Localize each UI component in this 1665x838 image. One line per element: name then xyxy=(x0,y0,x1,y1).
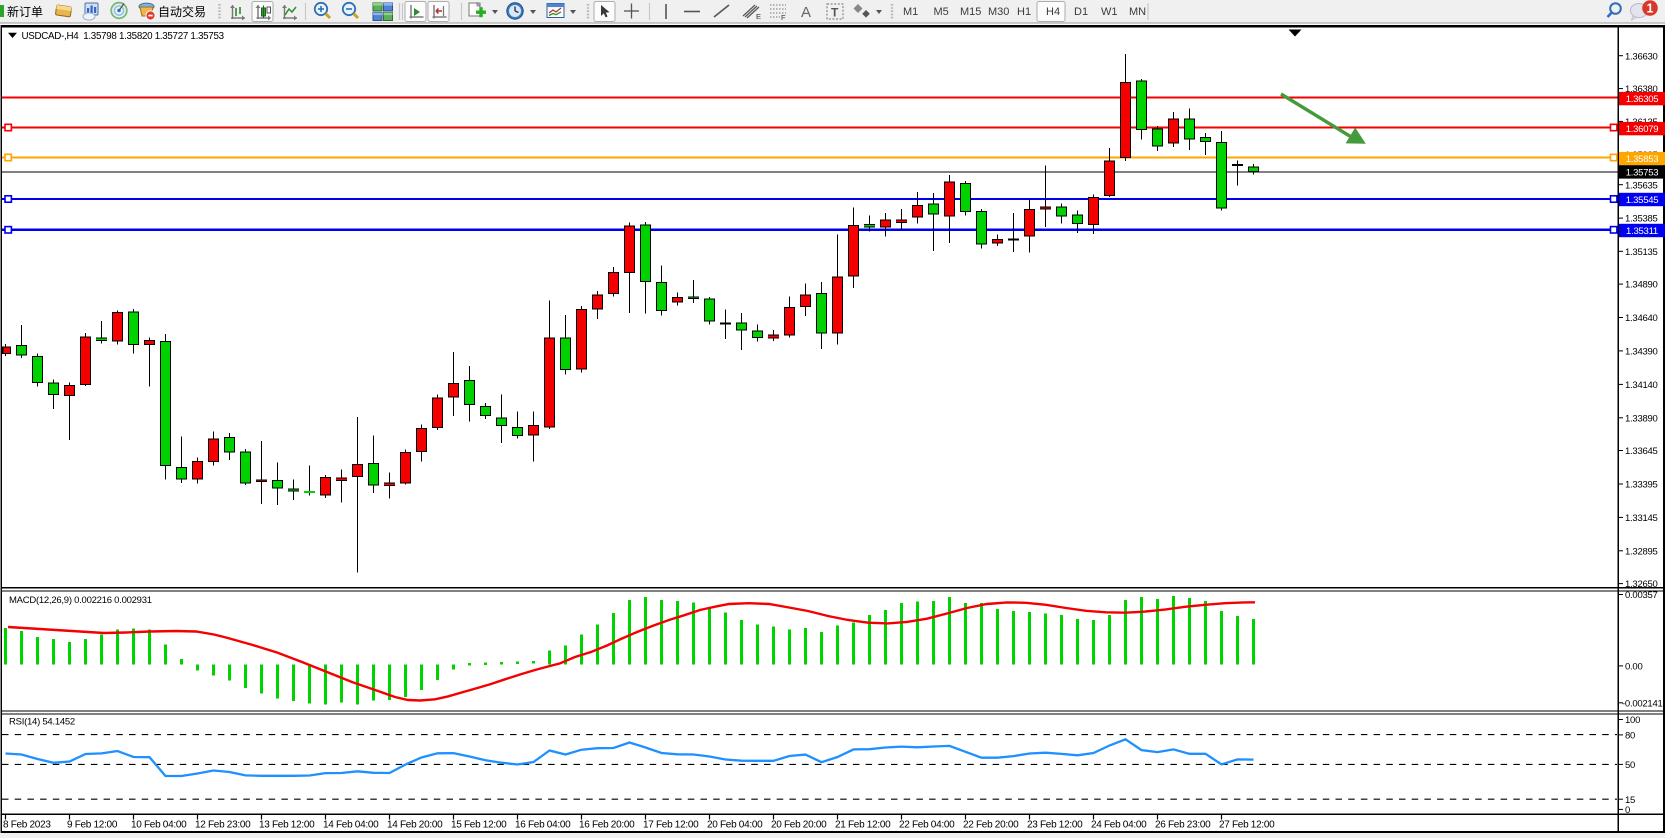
svg-text:1.36630: 1.36630 xyxy=(1625,51,1658,62)
svg-text:1.34640: 1.34640 xyxy=(1625,313,1658,324)
svg-text:1.32650: 1.32650 xyxy=(1625,579,1658,590)
svg-text:1.35311: 1.35311 xyxy=(1626,226,1658,237)
svg-text:M15: M15 xyxy=(960,6,981,18)
svg-text:0.00357: 0.00357 xyxy=(1625,590,1658,601)
svg-text:RSI(14) 54.1452: RSI(14) 54.1452 xyxy=(9,717,75,728)
svg-text:H4: H4 xyxy=(1046,6,1060,18)
svg-text:F: F xyxy=(781,13,786,22)
svg-text:A: A xyxy=(801,4,811,21)
svg-text:1: 1 xyxy=(1647,2,1654,16)
svg-text:M1: M1 xyxy=(903,6,918,18)
svg-text:M30: M30 xyxy=(988,6,1009,18)
svg-text:16 Feb 04:00: 16 Feb 04:00 xyxy=(515,820,571,831)
svg-text:20 Feb 20:00: 20 Feb 20:00 xyxy=(771,820,827,831)
svg-text:24 Feb 04:00: 24 Feb 04:00 xyxy=(1091,820,1147,831)
svg-text:14 Feb 20:00: 14 Feb 20:00 xyxy=(387,820,443,831)
svg-text:15: 15 xyxy=(1625,795,1635,806)
svg-text:20 Feb 04:00: 20 Feb 04:00 xyxy=(707,820,763,831)
svg-text:1.35135: 1.35135 xyxy=(1625,247,1658,258)
svg-text:0.00: 0.00 xyxy=(1625,662,1643,673)
svg-text:1.35545: 1.35545 xyxy=(1626,195,1659,206)
svg-text:16 Feb 20:00: 16 Feb 20:00 xyxy=(579,820,635,831)
svg-text:M5: M5 xyxy=(934,6,949,18)
svg-text:0: 0 xyxy=(1625,805,1630,816)
svg-text:12 Feb 23:00: 12 Feb 23:00 xyxy=(195,820,251,831)
svg-text:50: 50 xyxy=(1625,760,1635,771)
svg-text:15 Feb 12:00: 15 Feb 12:00 xyxy=(451,820,507,831)
svg-text:9 Feb 12:00: 9 Feb 12:00 xyxy=(67,820,118,831)
svg-text:1.33645: 1.33645 xyxy=(1625,446,1658,457)
svg-text:1.35753: 1.35753 xyxy=(1626,168,1659,179)
svg-text:26 Feb 23:00: 26 Feb 23:00 xyxy=(1155,820,1211,831)
svg-text:1.34140: 1.34140 xyxy=(1625,380,1658,391)
svg-text:1.33890: 1.33890 xyxy=(1625,413,1658,424)
svg-text:14 Feb 04:00: 14 Feb 04:00 xyxy=(323,820,379,831)
svg-text:1.35635: 1.35635 xyxy=(1625,180,1658,191)
svg-text:1.35385: 1.35385 xyxy=(1625,214,1658,225)
svg-text:1.33145: 1.33145 xyxy=(1625,513,1658,524)
svg-text:1.34890: 1.34890 xyxy=(1625,280,1658,291)
svg-text:USDCAD-,H4 1.35798 1.35820 1.: USDCAD-,H4 1.35798 1.35820 1.35727 1.357… xyxy=(22,31,225,42)
svg-text:21 Feb 12:00: 21 Feb 12:00 xyxy=(835,820,891,831)
svg-text:22 Feb 04:00: 22 Feb 04:00 xyxy=(899,820,955,831)
svg-text:100: 100 xyxy=(1625,715,1640,726)
svg-text:80: 80 xyxy=(1625,731,1635,742)
svg-text:1.34390: 1.34390 xyxy=(1625,347,1658,358)
svg-text:22 Feb 20:00: 22 Feb 20:00 xyxy=(963,820,1019,831)
svg-text:W1: W1 xyxy=(1101,6,1118,18)
svg-text:8 Feb 2023: 8 Feb 2023 xyxy=(3,820,51,831)
svg-text:1.36380: 1.36380 xyxy=(1625,84,1658,95)
svg-text:13 Feb 12:00: 13 Feb 12:00 xyxy=(259,820,315,831)
svg-text:1.36305: 1.36305 xyxy=(1626,94,1659,105)
svg-text:27 Feb 12:00: 27 Feb 12:00 xyxy=(1219,820,1275,831)
svg-text:17 Feb 12:00: 17 Feb 12:00 xyxy=(643,820,699,831)
svg-text:-0.002141: -0.002141 xyxy=(1622,698,1663,709)
svg-text:自动交易: 自动交易 xyxy=(158,4,206,19)
svg-text:新订单: 新订单 xyxy=(7,4,43,19)
svg-text:E: E xyxy=(756,12,761,21)
svg-text:10 Feb 04:00: 10 Feb 04:00 xyxy=(131,820,187,831)
svg-text:1.35853: 1.35853 xyxy=(1626,154,1659,165)
svg-text:D1: D1 xyxy=(1074,6,1088,18)
svg-text:1.36079: 1.36079 xyxy=(1626,124,1659,135)
svg-text:MN: MN xyxy=(1129,6,1146,18)
svg-text:1.32895: 1.32895 xyxy=(1625,546,1658,557)
svg-text:MACD(12,26,9) 0.002216 0.00293: MACD(12,26,9) 0.002216 0.002931 xyxy=(9,595,152,606)
svg-text:H1: H1 xyxy=(1017,6,1031,18)
svg-text:23 Feb 12:00: 23 Feb 12:00 xyxy=(1027,820,1083,831)
svg-text:T: T xyxy=(831,6,839,20)
svg-text:1.33395: 1.33395 xyxy=(1625,480,1658,491)
